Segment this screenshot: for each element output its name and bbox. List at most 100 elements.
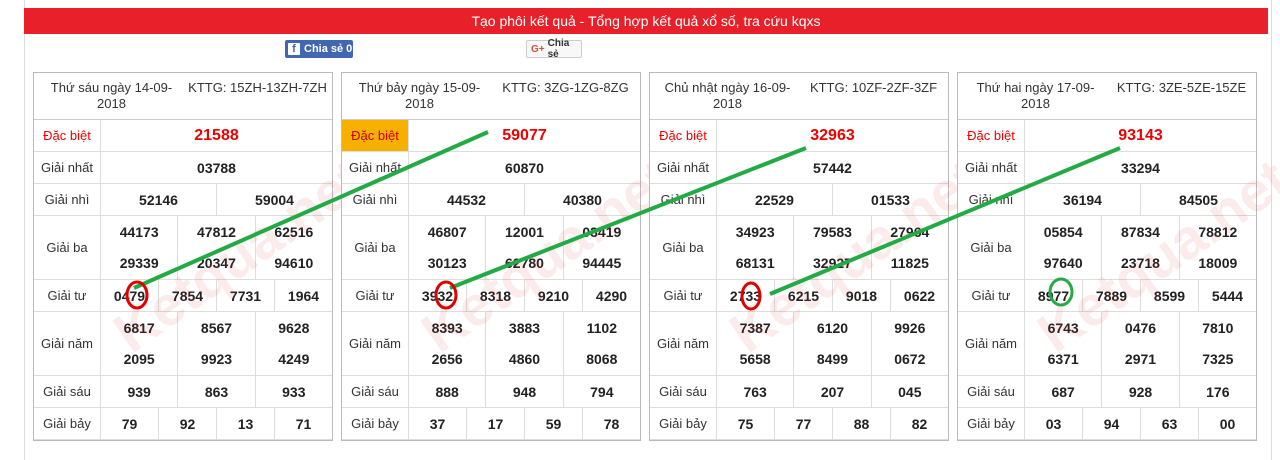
prize-row-special: Đặc biệt 59077 bbox=[342, 120, 640, 152]
prize-row-sixth: Giải sáu 888 948 794 bbox=[342, 376, 640, 408]
prize-row-second: Giải nhì 44532 40380 bbox=[342, 184, 640, 216]
prize-row-seventh: Giải bảy 75 77 88 82 bbox=[650, 408, 948, 440]
sixth-prize-value: 948 bbox=[486, 376, 564, 407]
third-prize-value: 12001 bbox=[486, 216, 564, 248]
fifth-prize-value: 3883 bbox=[486, 312, 564, 344]
board-header: Thứ hai ngày 17-09-2018 KTTG: 3ZE-5ZE-15… bbox=[958, 73, 1256, 120]
first-prize-value: 57442 bbox=[813, 159, 852, 176]
third-prize-value: 44173 bbox=[101, 216, 179, 248]
fifth-prize-value: 9926 bbox=[894, 319, 926, 336]
third-prize-value: 87834 bbox=[1102, 216, 1180, 248]
fifth-prize-value: 0672 bbox=[894, 351, 926, 368]
first-prize-value: 60870 bbox=[505, 159, 544, 176]
prize-row-fourth: Giải tư 3932 8318 9210 4290 bbox=[342, 280, 640, 312]
fifth-prize-value: 8567 bbox=[178, 312, 256, 344]
special-prize-value: 59077 bbox=[502, 126, 547, 144]
facebook-share-button[interactable]: f Chia sẻ 0 bbox=[285, 40, 353, 58]
draw-date: Thứ bảy ngày 15-09-2018 bbox=[358, 80, 481, 111]
prize-row-fourth: Giải tư 8977 7889 8599 5444 bbox=[958, 280, 1256, 312]
fifth-prize-value: 8499 bbox=[794, 343, 872, 375]
prize-label-second: Giải nhì bbox=[650, 184, 717, 215]
draw-date: Chủ nhật ngày 16-09-2018 bbox=[664, 80, 791, 111]
prize-label-special: Đặc biệt bbox=[34, 120, 101, 151]
sixth-prize-value: 933 bbox=[282, 383, 306, 400]
third-prize-value: 20347 bbox=[178, 247, 256, 279]
prize-label-first: Giải nhất bbox=[650, 152, 717, 183]
prize-label-second: Giải nhì bbox=[34, 184, 101, 215]
google-plus-share-button[interactable]: G+ Chia sẻ bbox=[526, 38, 582, 60]
prize-label-sixth: Giải sáu bbox=[342, 376, 409, 407]
seventh-prize-value: 13 bbox=[217, 408, 275, 439]
prize-row-third: Giải ba 44173 47812 62516 29339 20347 94… bbox=[34, 216, 332, 280]
prize-row-first: Giải nhất 57442 bbox=[650, 152, 948, 184]
seventh-prize-value: 78 bbox=[603, 415, 620, 432]
seventh-prize-value: 94 bbox=[1083, 408, 1141, 439]
fifth-prize-value: 8068 bbox=[586, 351, 618, 368]
seventh-prize-value: 03 bbox=[1025, 408, 1083, 439]
fifth-prize-value: 5658 bbox=[717, 343, 795, 375]
fifth-prize-value: 4249 bbox=[278, 351, 310, 368]
second-prize-value: 44532 bbox=[409, 184, 525, 215]
result-board-1: Thứ bảy ngày 15-09-2018 KTTG: 3ZG-1ZG-8Z… bbox=[341, 72, 683, 441]
board-header: Chủ nhật ngày 16-09-2018 KTTG: 10ZF-2ZF-… bbox=[650, 73, 948, 120]
prize-label-fifth: Giải năm bbox=[34, 312, 101, 375]
prize-label-fourth: Giải tư bbox=[650, 280, 717, 311]
fourth-prize-value: 3932 bbox=[409, 280, 467, 311]
fourth-prize-value: 7731 bbox=[217, 280, 275, 311]
prize-row-seventh: Giải bảy 03 94 63 00 bbox=[958, 408, 1256, 440]
special-prize-value: 93143 bbox=[1118, 126, 1163, 144]
third-prize-value: 11825 bbox=[890, 255, 929, 272]
prize-row-fifth: Giải năm 8393 3883 1102 2656 4860 8068 bbox=[342, 312, 640, 376]
draw-date: Thứ sáu ngày 14-09-2018 bbox=[50, 80, 173, 111]
second-prize-value: 36194 bbox=[1025, 184, 1141, 215]
fifth-prize-value: 7387 bbox=[717, 312, 795, 344]
prize-row-second: Giải nhì 22529 01533 bbox=[650, 184, 948, 216]
prize-row-fifth: Giải năm 7387 6120 9926 5658 8499 0672 bbox=[650, 312, 948, 376]
fifth-prize-value: 2095 bbox=[101, 343, 179, 375]
special-prize-value: 21588 bbox=[194, 126, 239, 144]
third-prize-value: 46807 bbox=[409, 216, 487, 248]
prize-row-first: Giải nhất 03788 bbox=[34, 152, 332, 184]
prize-row-sixth: Giải sáu 939 863 933 bbox=[34, 376, 332, 408]
fourth-prize-value: 0479 bbox=[101, 280, 159, 311]
fifth-prize-value: 1102 bbox=[586, 319, 617, 336]
prize-label-first: Giải nhất bbox=[342, 152, 409, 183]
prize-label-fourth: Giải tư bbox=[958, 280, 1025, 311]
prize-row-second: Giải nhì 52146 59004 bbox=[34, 184, 332, 216]
seventh-prize-value: 79 bbox=[101, 408, 159, 439]
result-board-2: Chủ nhật ngày 16-09-2018 KTTG: 10ZF-2ZF-… bbox=[649, 72, 991, 441]
third-prize-value: 05854 bbox=[1025, 216, 1103, 248]
board-header: Thứ sáu ngày 14-09-2018 KTTG: 15ZH-13ZH-… bbox=[34, 73, 332, 120]
prize-label-seventh: Giải bảy bbox=[650, 408, 717, 439]
fourth-prize-value: 5444 bbox=[1211, 287, 1244, 304]
sixth-prize-value: 939 bbox=[101, 376, 179, 407]
prize-label-special: Đặc biệt bbox=[650, 120, 717, 151]
fourth-prize-value: 9018 bbox=[833, 280, 891, 311]
sixth-prize-value: 888 bbox=[409, 376, 487, 407]
page-title: Tạo phôi kết quả - Tổng hợp kết quả xổ s… bbox=[24, 8, 1268, 34]
first-prize-value: 33294 bbox=[1121, 159, 1160, 176]
sixth-prize-value: 763 bbox=[717, 376, 795, 407]
fourth-prize-value: 2733 bbox=[717, 280, 775, 311]
prize-label-second: Giải nhì bbox=[342, 184, 409, 215]
third-prize-value: 47812 bbox=[178, 216, 256, 248]
facebook-icon: f bbox=[288, 43, 300, 55]
prize-row-third: Giải ba 05854 87834 78812 97640 23718 18… bbox=[958, 216, 1256, 280]
prize-row-special: Đặc biệt 21588 bbox=[34, 120, 332, 152]
board-header: Thứ bảy ngày 15-09-2018 KTTG: 3ZG-1ZG-8Z… bbox=[342, 73, 640, 120]
sixth-prize-value: 207 bbox=[794, 376, 872, 407]
third-prize-value: 62780 bbox=[486, 247, 564, 279]
third-prize-value: 62516 bbox=[274, 223, 314, 240]
prize-label-fifth: Giải năm bbox=[650, 312, 717, 375]
prize-row-second: Giải nhì 36194 84505 bbox=[958, 184, 1256, 216]
fifth-prize-value: 0476 bbox=[1102, 312, 1180, 344]
third-prize-value: 03419 bbox=[582, 223, 622, 240]
prize-row-first: Giải nhất 33294 bbox=[958, 152, 1256, 184]
prize-label-sixth: Giải sáu bbox=[958, 376, 1025, 407]
fourth-prize-value: 4290 bbox=[595, 287, 628, 304]
special-prize-value: 32963 bbox=[810, 126, 855, 144]
seventh-prize-value: 17 bbox=[467, 408, 525, 439]
fifth-prize-value: 2656 bbox=[409, 343, 487, 375]
second-prize-value: 84505 bbox=[1179, 191, 1218, 208]
prize-row-sixth: Giải sáu 763 207 045 bbox=[650, 376, 948, 408]
